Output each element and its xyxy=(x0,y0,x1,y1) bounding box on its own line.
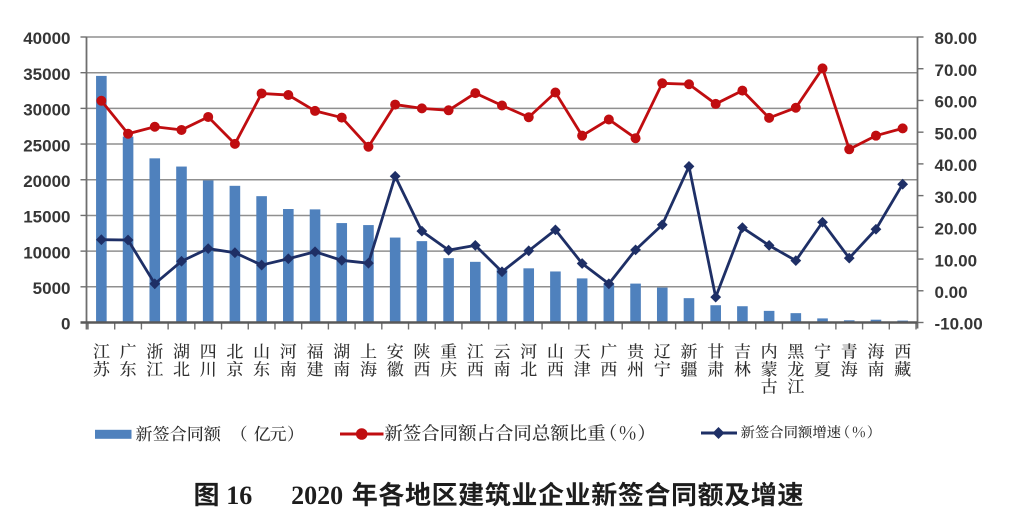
svg-text:5000: 5000 xyxy=(33,279,71,298)
svg-text:20.00: 20.00 xyxy=(935,220,978,239)
svg-text:40000: 40000 xyxy=(23,29,70,48)
svg-text:16: 16 xyxy=(226,481,252,510)
svg-text:40.00: 40.00 xyxy=(935,156,978,175)
svg-text:0: 0 xyxy=(61,315,70,334)
svg-text:30.00: 30.00 xyxy=(935,188,978,207)
svg-text:0.00: 0.00 xyxy=(935,283,968,302)
svg-text:50.00: 50.00 xyxy=(935,124,978,143)
svg-text:2020: 2020 xyxy=(291,481,343,510)
svg-text:10000: 10000 xyxy=(23,243,70,262)
svg-text:35000: 35000 xyxy=(23,65,70,84)
svg-text:25000: 25000 xyxy=(23,136,70,155)
svg-text:80.00: 80.00 xyxy=(935,29,978,48)
svg-text:10.00: 10.00 xyxy=(935,251,978,270)
svg-text:70.00: 70.00 xyxy=(935,61,978,80)
svg-text:60.00: 60.00 xyxy=(935,93,978,112)
svg-text:15000: 15000 xyxy=(23,208,70,227)
svg-text:-10.00: -10.00 xyxy=(935,315,983,334)
svg-text:30000: 30000 xyxy=(23,101,70,120)
svg-text:20000: 20000 xyxy=(23,172,70,191)
